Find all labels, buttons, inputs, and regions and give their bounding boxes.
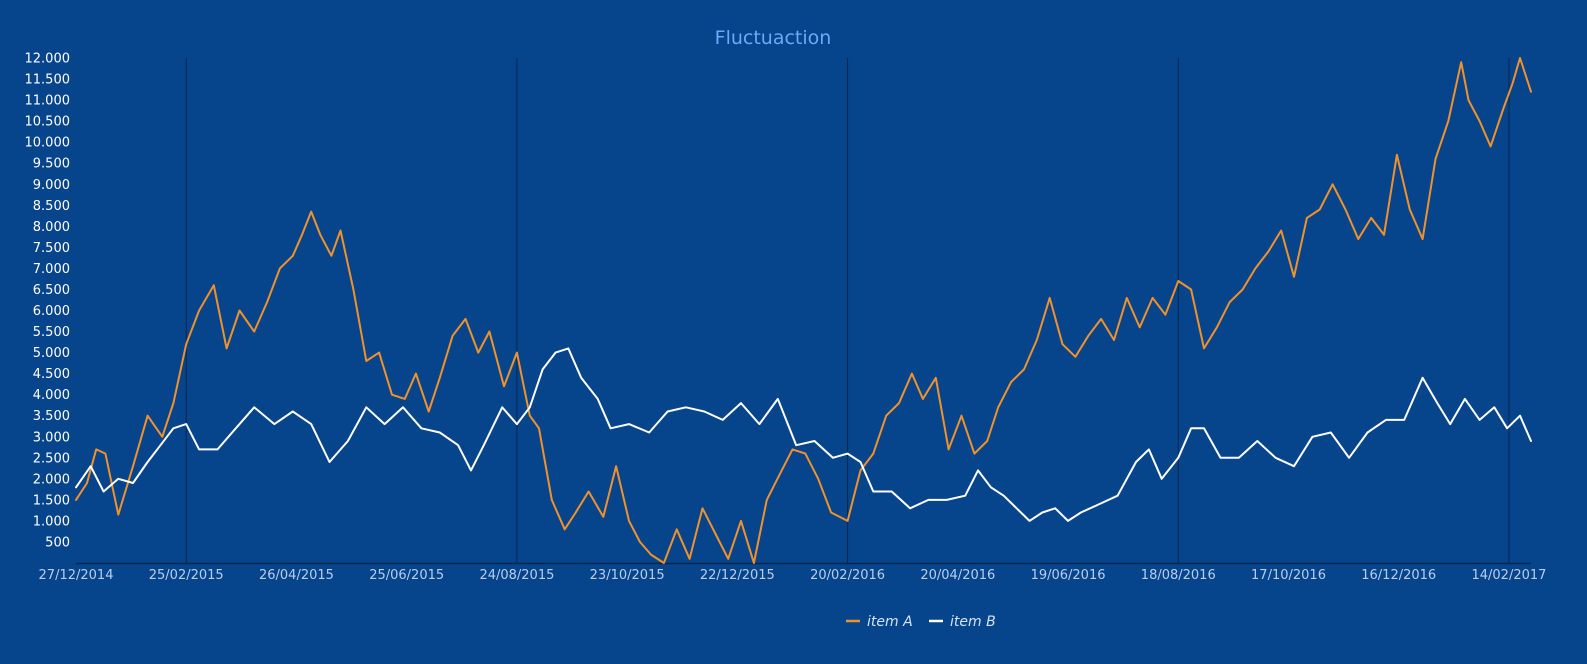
y-tick-label: 1.500 [33, 493, 70, 508]
y-tick-label: 2.500 [33, 451, 70, 466]
y-tick-label: 9.000 [33, 178, 70, 193]
x-tick-label: 25/02/2015 [149, 568, 224, 583]
y-tick-label: 11.000 [25, 94, 71, 109]
y-tick-label: 1.000 [33, 514, 70, 529]
x-tick-label: 20/02/2016 [810, 568, 885, 583]
x-tick-label: 20/04/2016 [920, 568, 995, 583]
legend-item-item-a[interactable]: item A [846, 614, 913, 630]
vertical-gridlines [185, 58, 1510, 563]
y-tick-label: 6.000 [33, 304, 70, 319]
y-tick-label: 4.000 [33, 388, 70, 403]
y-tick-label: 2.000 [33, 472, 70, 487]
x-tick-label: 17/10/2016 [1251, 568, 1326, 583]
x-tick-label: 19/06/2016 [1031, 568, 1106, 583]
y-tick-label: 5.500 [33, 325, 70, 340]
x-tick-label: 24/08/2015 [479, 568, 554, 583]
y-tick-label: 3.500 [33, 409, 70, 424]
series-line-item-b [75, 347, 1532, 522]
y-tick-label: 7.000 [33, 262, 70, 277]
legend[interactable]: item A item B [846, 614, 996, 630]
y-axis-tick-labels: 500 1.000 1.500 2.000 2.500 3.000 3.500 4.000 4.… [25, 52, 71, 551]
y-tick-label: 8.500 [33, 199, 70, 214]
y-tick-label: 7.500 [33, 241, 70, 256]
y-tick-label: 10.000 [25, 136, 71, 151]
x-tick-label: 23/10/2015 [590, 568, 665, 583]
y-tick-label: 5.000 [33, 346, 70, 361]
y-tick-label: 4.500 [33, 367, 70, 382]
x-tick-label: 14/02/2017 [1471, 568, 1546, 583]
x-tick-label: 22/12/2015 [700, 568, 775, 583]
x-tick-label: 16/12/2016 [1361, 568, 1436, 583]
x-tick-label: 18/08/2016 [1141, 568, 1216, 583]
chart-title: Fluctuaction [715, 27, 832, 49]
series-line-item-a [75, 57, 1532, 564]
x-tick-label: 25/06/2015 [369, 568, 444, 583]
y-tick-label: 11.500 [25, 73, 71, 88]
y-tick-label: 9.500 [33, 157, 70, 172]
x-axis-tick-labels: 27/12/2014 25/02/2015 26/04/2015 25/06/2015… [39, 568, 1547, 583]
y-tick-label: 8.000 [33, 220, 70, 235]
y-tick-label: 10.500 [25, 115, 71, 130]
legend-label: item B [950, 614, 996, 630]
y-tick-label: 12.000 [25, 52, 71, 67]
y-tick-label: 500 [45, 535, 70, 550]
x-tick-label: 26/04/2015 [259, 568, 334, 583]
y-tick-label: 3.000 [33, 430, 70, 445]
legend-item-item-b[interactable]: item B [929, 614, 996, 630]
legend-label: item A [867, 614, 913, 630]
y-tick-label: 6.500 [33, 283, 70, 298]
series-lines [75, 57, 1532, 564]
x-tick-label: 27/12/2014 [39, 568, 114, 583]
